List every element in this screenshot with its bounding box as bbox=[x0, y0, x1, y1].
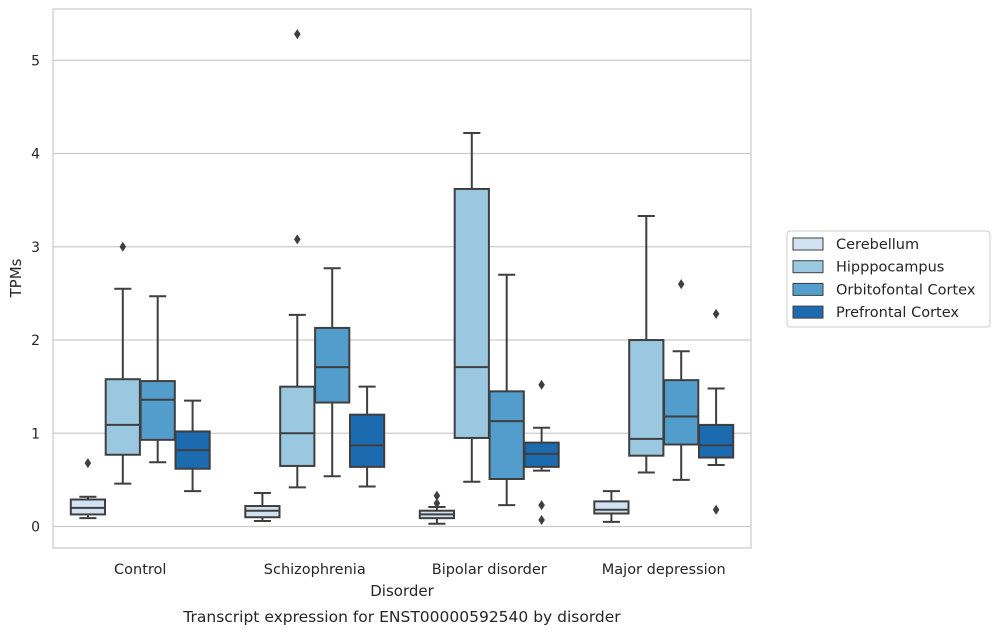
outlier-marker bbox=[712, 504, 720, 515]
y-tick-label: 3 bbox=[31, 240, 40, 256]
box-body bbox=[628, 339, 665, 457]
box-body bbox=[593, 500, 630, 515]
box bbox=[104, 241, 141, 485]
outlier-marker bbox=[84, 458, 92, 469]
box bbox=[593, 490, 630, 523]
y-tick-label: 0 bbox=[31, 520, 40, 536]
box bbox=[453, 132, 490, 483]
box-body bbox=[348, 413, 386, 468]
box bbox=[139, 295, 176, 464]
box-body bbox=[314, 326, 351, 404]
box-body bbox=[104, 378, 141, 456]
x-axis-ticks: Control Schizophrenia Bipolar disorder Majo… bbox=[114, 562, 726, 578]
x-axis-label: Disorder bbox=[370, 582, 434, 600]
box bbox=[279, 29, 316, 489]
legend-swatch bbox=[792, 305, 824, 319]
y-tick-label: 2 bbox=[31, 333, 40, 349]
box bbox=[523, 379, 560, 526]
box-body bbox=[663, 379, 700, 446]
box-body bbox=[453, 187, 490, 439]
box-body bbox=[697, 423, 735, 459]
outlier-marker bbox=[538, 379, 545, 390]
box bbox=[69, 458, 107, 520]
series-cerebellum bbox=[69, 458, 630, 525]
box bbox=[244, 491, 281, 522]
outlier-marker bbox=[712, 308, 720, 319]
box bbox=[174, 399, 211, 493]
outlier-marker bbox=[119, 241, 127, 252]
y-tick-label: 5 bbox=[31, 53, 40, 69]
box bbox=[418, 490, 456, 525]
legend-swatch bbox=[792, 237, 824, 251]
legend-label: Cerebellum bbox=[836, 237, 919, 253]
box bbox=[314, 267, 351, 478]
outlier-marker bbox=[433, 490, 441, 501]
legend-label: Prefrontal Cortex bbox=[836, 305, 959, 321]
legend: Cerebellum Hipppocampus Orbitofontal Corte… bbox=[786, 230, 991, 328]
chart-caption: Transcript expression for ENST0000059254… bbox=[182, 608, 621, 626]
x-tick-label: Major depression bbox=[602, 562, 726, 578]
series-orbitofontal-cortex bbox=[139, 267, 700, 507]
y-axis-ticks: 0 1 2 3 4 5 bbox=[31, 53, 40, 535]
box-body bbox=[279, 385, 316, 467]
legend-label: Hipppocampus bbox=[836, 260, 944, 276]
box bbox=[348, 385, 386, 488]
box-body bbox=[139, 380, 176, 441]
legend-swatch bbox=[792, 282, 824, 296]
plot-area bbox=[52, 8, 752, 549]
legend-frame bbox=[786, 230, 991, 328]
outlier-marker bbox=[294, 234, 301, 245]
x-tick-label: Schizophrenia bbox=[264, 562, 366, 578]
outlier-marker bbox=[294, 29, 301, 40]
box bbox=[628, 215, 665, 474]
box-series-group bbox=[69, 29, 735, 526]
outlier-marker bbox=[538, 515, 545, 526]
x-tick-label: Bipolar disorder bbox=[432, 562, 547, 578]
outlier-marker bbox=[538, 500, 545, 511]
x-tick-label: Control bbox=[114, 562, 166, 578]
outlier-marker bbox=[433, 498, 441, 509]
outlier-marker bbox=[677, 279, 685, 290]
y-tick-label: 4 bbox=[31, 147, 40, 163]
legend-label: Orbitofontal Cortex bbox=[836, 282, 976, 298]
legend-swatch bbox=[792, 260, 824, 274]
series-hipppocampus bbox=[104, 29, 665, 489]
y-axis-label: TPMs bbox=[7, 258, 25, 298]
series-prefrontal-cortex bbox=[174, 308, 735, 526]
box bbox=[697, 308, 735, 515]
y-tick-label: 1 bbox=[31, 426, 40, 442]
box bbox=[663, 279, 700, 481]
box bbox=[488, 273, 525, 507]
box-body bbox=[488, 390, 525, 480]
